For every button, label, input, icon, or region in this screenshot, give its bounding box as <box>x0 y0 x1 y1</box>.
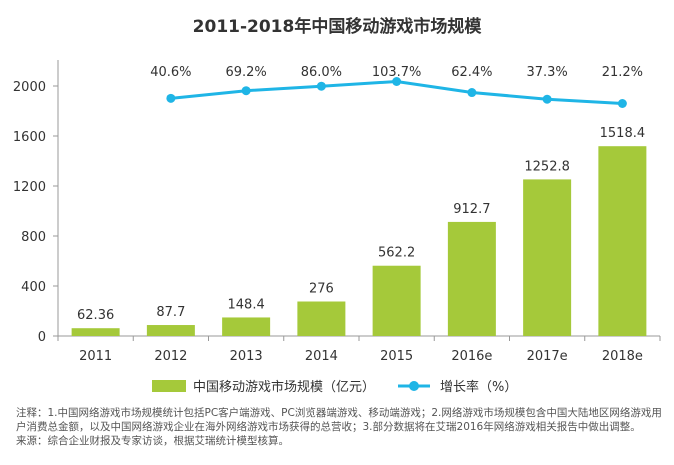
x-tick-label: 2016e <box>451 349 492 364</box>
bar <box>146 325 195 336</box>
bar-value-label: 1252.8 <box>524 159 570 174</box>
chart-notes: 注释：1.中国网络游戏市场规模统计包括PC客户端游戏、PC浏览器端游戏、移动端游… <box>16 406 666 448</box>
bar-value-label: 912.7 <box>453 202 490 217</box>
growth-value-label: 37.3% <box>526 65 567 80</box>
x-tick-label: 2013 <box>230 349 263 364</box>
x-tick-label: 2018e <box>602 349 643 364</box>
y-tick-label: 800 <box>21 230 46 245</box>
chart-title: 2011-2018年中国移动游戏市场规模 <box>192 17 482 37</box>
legend-label-line: 增长率（%） <box>440 379 517 395</box>
x-tick-label: 2015 <box>380 349 413 364</box>
growth-value-label: 69.2% <box>225 65 266 80</box>
x-tick-label: 2011 <box>79 349 112 364</box>
growth-value-label: 40.6% <box>150 65 191 80</box>
bar-value-label: 62.36 <box>77 308 114 323</box>
bar <box>447 221 496 336</box>
growth-value-label: 62.4% <box>451 65 492 80</box>
growth-point <box>316 81 326 91</box>
notes-footnote: 注释：1.中国网络游戏市场规模统计包括PC客户端游戏、PC浏览器端游戏、移动端游… <box>16 407 662 433</box>
growth-point <box>166 93 176 103</box>
bar <box>523 179 572 336</box>
x-tick-label: 2014 <box>305 349 338 364</box>
bar-value-label: 276 <box>309 282 334 297</box>
bar <box>222 317 271 336</box>
y-tick-label: 0 <box>38 330 46 345</box>
bar <box>297 301 346 336</box>
legend-swatch-marker <box>409 381 419 391</box>
bar-value-label: 562.2 <box>378 246 415 261</box>
growth-value-label: 86.0% <box>301 65 342 80</box>
bar-value-label: 148.4 <box>228 297 265 312</box>
growth-point <box>542 94 552 104</box>
growth-point <box>241 86 251 96</box>
bar <box>598 146 647 336</box>
growth-point <box>467 88 477 98</box>
bar-value-label: 87.7 <box>156 305 185 320</box>
x-tick-label: 2017e <box>527 349 568 364</box>
y-tick-label: 1600 <box>13 130 46 145</box>
bar <box>372 265 421 336</box>
bar-value-label: 1518.4 <box>600 126 646 141</box>
growth-value-label: 21.2% <box>602 65 643 80</box>
chart: 0 400 800 1200 1600 2000 2011 2012 2013 2014 2015 2… <box>13 60 661 395</box>
y-tick-label: 2000 <box>13 80 46 95</box>
growth-point <box>392 77 402 86</box>
bar <box>71 328 120 336</box>
y-tick-label: 1200 <box>13 180 46 195</box>
growth-point <box>617 99 627 108</box>
y-tick-label: 400 <box>21 280 46 295</box>
growth-value-label: 103.7% <box>372 65 422 80</box>
legend-swatch-bar <box>152 380 186 392</box>
notes-source: 来源：综合企业财报及专家访谈，根据艾瑞统计模型核算。 <box>16 435 289 447</box>
x-tick-label: 2012 <box>154 349 187 364</box>
legend-label-bar: 中国移动游戏市场规模（亿元） <box>193 379 375 395</box>
